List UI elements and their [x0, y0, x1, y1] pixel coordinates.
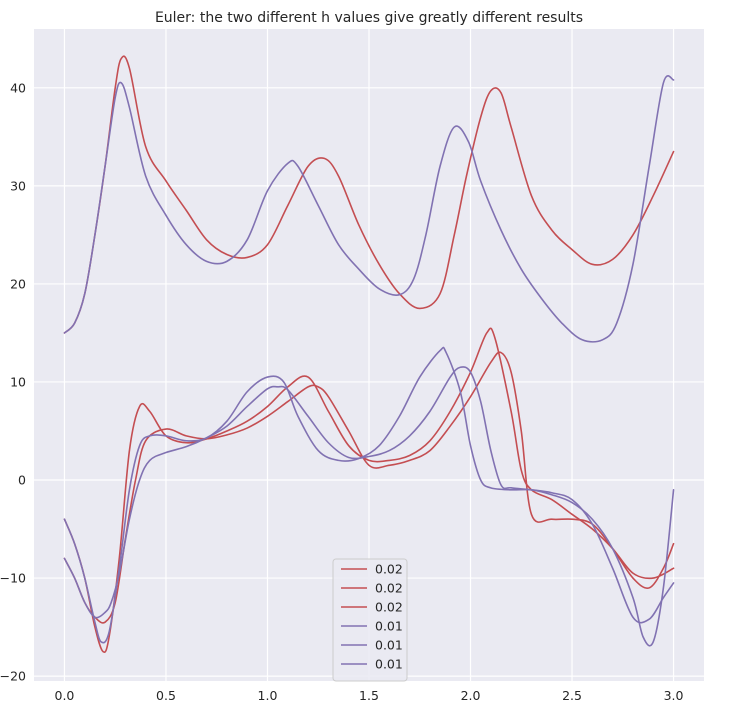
series-line-1 — [63, 55, 675, 334]
y-tick-label: 20 — [10, 276, 26, 291]
y-axis-ticks: −20 −10 0 10 20 30 40 — [0, 80, 26, 683]
x-tick-label: 1.0 — [258, 688, 278, 703]
legend-label: 0.01 — [375, 638, 403, 653]
x-axis-ticks: 0.0 0.5 1.0 1.5 2.0 2.5 3.0 — [55, 688, 684, 703]
x-tick-label: 3.0 — [664, 688, 684, 703]
y-tick-label: 40 — [10, 80, 26, 95]
y-tick-label: 10 — [10, 374, 26, 389]
series-line-6 — [63, 366, 675, 624]
x-tick-label: 1.5 — [359, 688, 379, 703]
y-tick-label: −10 — [0, 571, 26, 586]
legend-box — [332, 558, 408, 682]
legend-label: 0.02 — [375, 581, 403, 596]
legend-label: 0.02 — [375, 600, 403, 615]
legend-label: 0.01 — [375, 657, 403, 672]
legend: 0.02 0.02 0.02 0.01 0.01 0.01 — [332, 558, 408, 682]
chart-title: Euler: the two different h values give g… — [155, 10, 583, 26]
grid-lines — [34, 29, 704, 681]
x-tick-label: 2.5 — [562, 688, 582, 703]
x-tick-label: 2.0 — [461, 688, 481, 703]
x-tick-label: 0.0 — [55, 688, 75, 703]
series-line-2 — [63, 327, 675, 653]
y-tick-label: −20 — [0, 669, 26, 684]
y-tick-label: 0 — [18, 473, 26, 488]
series-line-4 — [63, 74, 675, 343]
series-group — [63, 55, 675, 653]
y-tick-label: 30 — [10, 178, 26, 193]
legend-label: 0.02 — [375, 562, 403, 577]
x-tick-label: 0.5 — [156, 688, 176, 703]
legend-label: 0.01 — [375, 619, 403, 634]
